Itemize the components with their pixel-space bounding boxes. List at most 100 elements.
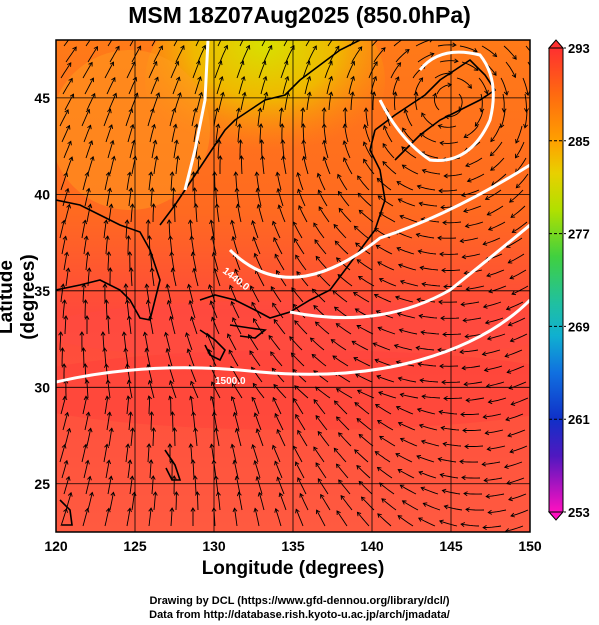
streamline-arrowhead xyxy=(418,313,424,319)
streamline xyxy=(240,155,243,175)
streamline xyxy=(61,125,70,143)
streamline-arrowhead xyxy=(342,140,348,145)
streamline xyxy=(439,411,458,415)
streamline-arrowhead xyxy=(441,268,446,273)
streamline xyxy=(241,45,250,63)
streamline-arrowhead xyxy=(84,171,90,177)
streamline-arrowhead xyxy=(165,283,171,289)
contour-line xyxy=(378,50,495,162)
streamline xyxy=(419,315,438,319)
streamline-arrowhead xyxy=(187,219,193,224)
streamline-arrowhead xyxy=(144,347,150,353)
streamline-arrowhead xyxy=(395,360,401,365)
streamline xyxy=(462,429,482,431)
streamline-arrowhead xyxy=(437,347,442,353)
streamline-arrowhead xyxy=(350,60,355,66)
streamline-arrowhead xyxy=(317,430,323,436)
streamline xyxy=(285,45,295,63)
streamline-arrowhead xyxy=(330,339,336,344)
streamline-arrowhead xyxy=(209,219,214,225)
streamline xyxy=(503,45,517,60)
streamline xyxy=(146,284,150,303)
streamline xyxy=(317,173,326,191)
streamline xyxy=(420,266,439,271)
x-tick-label: 150 xyxy=(518,538,542,554)
streamline xyxy=(131,45,141,63)
streamline xyxy=(480,93,483,112)
streamline xyxy=(107,140,114,159)
streamline-arrowhead xyxy=(214,203,220,208)
streamline-arrowhead xyxy=(129,475,135,480)
streamline xyxy=(150,411,153,431)
streamline-arrowhead xyxy=(429,40,433,43)
streamline-arrowhead xyxy=(65,475,71,481)
streamline xyxy=(296,271,309,287)
streamline-arrowhead xyxy=(489,151,495,157)
streamline xyxy=(461,301,480,305)
streamline-arrowhead xyxy=(507,259,513,264)
streamline xyxy=(295,414,306,431)
streamline-arrowhead xyxy=(167,443,173,448)
streamline-arrowhead xyxy=(166,299,172,305)
streamline xyxy=(215,476,219,495)
streamline xyxy=(255,269,265,287)
streamline xyxy=(189,220,193,239)
streamline-arrowhead xyxy=(338,432,343,437)
streamline-arrowhead xyxy=(196,155,202,160)
streamline-arrowhead xyxy=(104,443,110,449)
streamline xyxy=(463,125,479,138)
streamline xyxy=(87,46,98,63)
streamline-arrowhead xyxy=(232,317,237,322)
streamline xyxy=(323,107,325,127)
streamline xyxy=(65,46,77,63)
streamline xyxy=(318,206,330,223)
colorbar-tick-label: 269 xyxy=(568,319,590,334)
streamline-arrowhead xyxy=(306,75,312,81)
streamline xyxy=(338,208,352,223)
streamline xyxy=(130,93,138,111)
streamline xyxy=(294,385,309,399)
streamline-arrowhead xyxy=(193,203,199,208)
streamline xyxy=(216,76,223,95)
streamline xyxy=(348,76,355,95)
streamline xyxy=(107,476,112,495)
streamline xyxy=(109,492,114,511)
streamline-arrowhead xyxy=(374,404,380,409)
streamline xyxy=(270,351,283,367)
streamline-arrowhead xyxy=(418,470,424,476)
streamline xyxy=(381,498,397,511)
streamline-arrowhead xyxy=(276,428,281,434)
streamline-arrowhead xyxy=(413,91,419,97)
streamline xyxy=(459,45,478,53)
streamline xyxy=(254,508,260,527)
streamline xyxy=(436,84,452,95)
streamline xyxy=(474,109,484,127)
streamline xyxy=(365,108,369,127)
streamline xyxy=(350,92,354,111)
streamline xyxy=(439,520,458,527)
streamline-arrowhead xyxy=(64,187,70,193)
streamline xyxy=(63,252,68,271)
streamline xyxy=(334,240,349,255)
streamline-arrowhead xyxy=(459,349,464,355)
streamline-arrowhead xyxy=(85,108,91,114)
streamline xyxy=(61,460,68,479)
streamline-arrowhead xyxy=(88,140,94,145)
streamline xyxy=(60,508,67,527)
streamline-arrowhead xyxy=(437,124,443,129)
streamline xyxy=(249,350,261,367)
streamline-arrowhead xyxy=(486,335,492,341)
streamline xyxy=(231,301,240,319)
streamline-arrowhead xyxy=(256,203,262,209)
streamline-arrowhead xyxy=(263,91,269,97)
streamline xyxy=(293,221,303,239)
streamline xyxy=(294,320,308,335)
streamline xyxy=(126,364,131,383)
streamline-arrowhead xyxy=(72,46,77,52)
streamline-arrowhead xyxy=(197,76,202,81)
streamline-arrowhead xyxy=(377,326,383,332)
streamline-arrowhead xyxy=(462,428,467,433)
streamline xyxy=(437,44,456,47)
streamline xyxy=(109,156,115,175)
streamline-arrowhead xyxy=(217,155,223,160)
